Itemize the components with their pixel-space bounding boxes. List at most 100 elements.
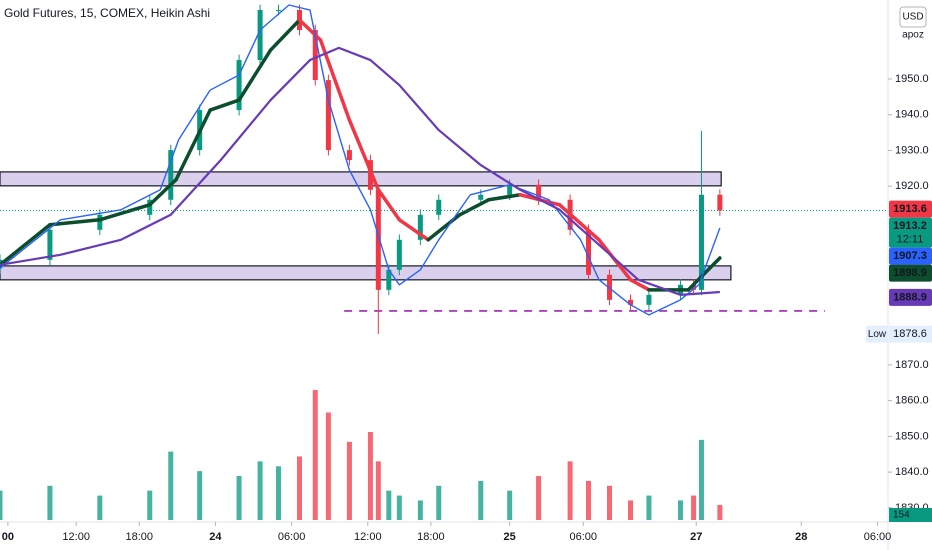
x-tick-label: 25 [504,531,516,543]
ma-segment [48,218,102,227]
volume-bar [536,476,542,520]
y-tick-label: 1940.0 [895,109,929,121]
y-tick-label: 1950.0 [895,73,929,85]
price-label: 1898.9 [893,267,927,279]
candle-body [698,194,704,290]
ma-segment [376,188,402,222]
ma-segment [148,178,178,207]
volume-bar [312,390,318,520]
x-tick-label: 00 [2,531,14,543]
y-tick-label: 1850.0 [895,430,929,442]
candle-body [417,214,423,240]
currency-button[interactable] [899,6,927,28]
ma-segment [686,256,722,292]
volume-bar [698,439,704,520]
volume-label: 154 [893,510,910,521]
volume-bar [507,490,513,520]
price-label: 1913.2 [893,220,927,232]
x-tick-label: 28 [795,531,807,543]
x-tick-label: 12:00 [62,531,90,543]
price-label-box [889,200,932,218]
volume-bar [197,471,203,520]
candle-body [325,80,331,151]
volume-bar [585,480,591,520]
volume-bar [325,412,331,520]
x-tick-label: 06:00 [278,531,306,543]
candle-body [536,184,542,200]
volume-bar [147,490,153,520]
ma-segment [0,223,52,267]
candle-body [168,150,174,200]
volume-bar [691,495,697,520]
x-tick-label: 06:00 [569,531,597,543]
ma-segment [458,198,491,217]
y-tick-label: 1840.0 [895,466,929,478]
volume-bar [346,441,352,520]
candle-body [585,229,591,275]
zone [0,171,722,187]
ma-segment [628,278,651,292]
candle-body [275,10,281,12]
x-tick-label: 12:00 [354,531,382,543]
y-tick-label: 1860.0 [895,395,929,407]
candle-body [97,214,103,230]
ma-segment [174,108,212,182]
currency-label: USD [902,12,923,23]
price-label-box [889,217,932,248]
ma-segment [268,18,302,52]
candle-body [375,189,381,290]
y-tick-label: 1870.0 [895,359,929,371]
volume-label-box [889,508,932,522]
x-tick-label: 24 [209,531,222,543]
volume-bar [236,476,242,520]
candle-body [396,239,402,270]
candle-body [236,60,242,111]
price-label-box [889,288,932,306]
volume-bar [386,490,392,520]
volume-bar [0,490,3,520]
candle-body [628,299,634,305]
low-label-box [889,325,932,343]
price-label: 1907.3 [893,250,927,262]
zone [0,265,732,281]
ma-segment [397,218,430,242]
candle-body [717,194,723,211]
plot-area [0,4,888,520]
low-tag: Low [868,329,887,340]
x-tick-label: 27 [690,531,702,543]
low-tag-box [866,325,888,343]
price-label-box [889,264,932,282]
volume-bar [275,466,281,520]
candle-body [312,30,318,81]
scale-button[interactable]: apoz [902,30,924,41]
volume-bar [646,495,652,520]
volume-bar [47,485,53,520]
volume-bar [417,500,423,520]
ma-segment [208,98,241,112]
volume-bar [297,456,303,520]
candle-body [386,269,392,290]
candle-body [47,229,53,260]
volume-bar [97,495,103,520]
ma-segment [426,213,462,242]
candle-body [257,10,263,61]
volume-bar [396,495,402,520]
volume-bar [367,432,373,520]
x-tick-label: 18:00 [417,531,445,543]
chart-title: Gold Futures, 15, COMEX, Heikin Ashi [4,6,210,20]
x-tick-label: 06:00 [864,531,892,543]
y-tick-label: 1920.0 [895,180,929,192]
volume-bar [478,480,484,520]
ma-line [0,4,721,316]
y-tick-label: 1930.0 [895,144,929,156]
price-label-box [889,247,932,265]
volume-bar [677,500,683,520]
low-label: 1878.6 [893,328,927,340]
candle-body [147,199,153,215]
ma-segment [347,118,381,192]
countdown-label: 12:11 [897,233,924,245]
volume-bar [257,461,263,520]
price-label: 1913.6 [893,203,927,215]
ma-segment [486,193,522,202]
